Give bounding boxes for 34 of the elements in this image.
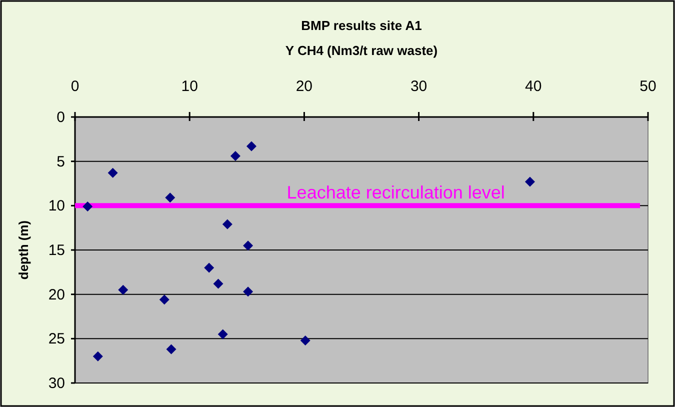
point [243, 286, 254, 297]
point [222, 219, 232, 230]
point [118, 284, 128, 295]
point [166, 344, 176, 354]
point [213, 278, 224, 289]
x-tick-label: 20 [296, 78, 313, 95]
y-tick-label: 25 [48, 330, 65, 348]
y-axis-title: depth (m) [16, 220, 31, 280]
point [92, 351, 103, 362]
x-tick-label: 0 [70, 78, 80, 95]
y-tick-label: 20 [48, 286, 65, 304]
point [524, 176, 535, 187]
point [230, 151, 240, 162]
y-tick-label: 15 [48, 242, 65, 259]
point [204, 262, 214, 273]
point [246, 141, 256, 152]
point [108, 168, 118, 178]
ref-line-label: Leachate recirculation level [286, 182, 505, 203]
point [82, 202, 93, 212]
y-tick-label: 30 [48, 375, 65, 392]
point [165, 192, 176, 203]
point [159, 294, 170, 305]
point [218, 329, 228, 340]
x-tick-label: 50 [640, 78, 656, 95]
chart-title: BMP results site A1 [301, 18, 422, 33]
y-tick-label: 0 [56, 109, 65, 126]
point [243, 240, 254, 251]
x-tick-label: 40 [525, 78, 542, 95]
y-tick-label: 10 [48, 198, 65, 215]
x-tick-label: 30 [410, 78, 428, 95]
y-tick-label: 5 [56, 153, 65, 170]
x-axis-title: Y CH4 (Nm3/t raw waste) [285, 43, 438, 58]
point [300, 335, 310, 346]
x-tick-label: 10 [181, 78, 198, 95]
